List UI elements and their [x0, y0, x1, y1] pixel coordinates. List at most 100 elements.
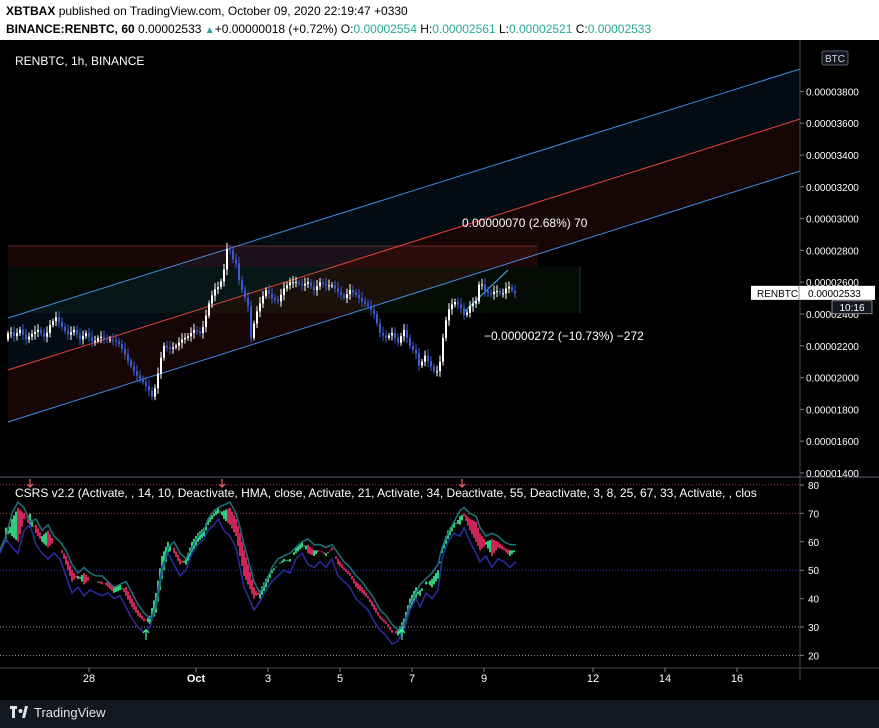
- time-axis[interactable]: 28 Oct 3 5 7 9 12 14 16: [83, 668, 743, 685]
- published-text: published on TradingView.com, October 09…: [58, 4, 408, 18]
- candles: [7, 242, 516, 401]
- candle-body: [205, 315, 207, 328]
- candle-body: [46, 332, 48, 337]
- candle-body: [436, 371, 438, 373]
- candle-body: [472, 303, 474, 307]
- channel-mid-line[interactable]: [7, 118, 800, 371]
- candle-body: [319, 282, 321, 287]
- osc-slow-line[interactable]: [0, 517, 517, 646]
- candle-body: [304, 283, 306, 286]
- open-value: 0.00002554: [353, 22, 417, 36]
- candle-body: [364, 301, 366, 304]
- publisher-name[interactable]: XBTBAX: [6, 4, 56, 18]
- candle-body: [13, 332, 15, 337]
- candle-body: [406, 329, 408, 338]
- chart-area[interactable]: 0.00000070 (2.68%) 70 −0.00000272 (−10.73…: [0, 40, 879, 700]
- price-tick-label: 0.00002000: [806, 374, 859, 385]
- osc-tick-label: 70: [808, 509, 820, 520]
- candle-body: [229, 249, 231, 251]
- candle-body: [322, 282, 324, 284]
- candle-body: [307, 282, 309, 284]
- candle-body: [481, 284, 483, 286]
- candle-body: [103, 336, 105, 339]
- candle-body: [172, 347, 174, 349]
- pane-symbol-label[interactable]: RENBTC, 1h, BINANCE: [15, 54, 144, 68]
- close-label: C:: [575, 22, 588, 36]
- price-tick-label: 0.00002400: [806, 310, 859, 321]
- candle-body: [358, 294, 360, 299]
- candle-body: [118, 341, 120, 345]
- candle-body: [109, 339, 111, 341]
- currency-badge[interactable]: [821, 50, 849, 66]
- candle-body: [352, 290, 354, 293]
- candle-body: [280, 294, 282, 302]
- candle-body: [115, 339, 117, 342]
- candle-body: [247, 297, 249, 307]
- candle-body: [181, 339, 183, 343]
- price-tick-label: 0.00001800: [806, 405, 859, 416]
- candle-body: [154, 388, 156, 397]
- candle-body: [325, 283, 327, 286]
- candle-body: [385, 335, 387, 338]
- last-price-box[interactable]: [751, 285, 875, 300]
- candle-body: [85, 333, 87, 337]
- candle-body: [163, 345, 165, 358]
- candle-body: [496, 290, 498, 292]
- candle-body: [469, 306, 471, 313]
- candle-body: [61, 321, 63, 327]
- candle-body: [499, 290, 501, 294]
- buy-arrow-icon: [142, 628, 150, 640]
- candle-body: [31, 333, 33, 337]
- candle-body: [415, 349, 417, 354]
- price-tick-label: 0.00001400: [806, 469, 859, 480]
- candle-body: [403, 329, 405, 337]
- osc-tick-label: 60: [808, 538, 820, 549]
- candle-body: [151, 390, 153, 397]
- regression-channel: [7, 68, 800, 423]
- candle-body: [397, 337, 399, 343]
- candle-body: [484, 284, 486, 291]
- price-tick-label: 0.00001600: [806, 437, 859, 448]
- candle-body: [289, 282, 291, 286]
- candle-body: [256, 311, 258, 324]
- candle-body: [199, 331, 201, 334]
- price-change: +0.00000018 (+0.72%): [214, 22, 338, 36]
- up-triangle-icon: ▲: [204, 25, 215, 36]
- candle-body: [64, 326, 66, 331]
- sell-arrow-icon: [218, 479, 226, 488]
- candle-body: [313, 286, 315, 291]
- candle-body: [235, 259, 237, 264]
- candle-body: [346, 294, 348, 299]
- candle-body: [277, 299, 279, 302]
- candle-body: [232, 250, 234, 260]
- measure-up-box[interactable]: [8, 246, 538, 267]
- candle-body: [328, 285, 330, 287]
- candle-body: [136, 371, 138, 376]
- candle-body: [445, 320, 447, 338]
- candle-body: [55, 317, 57, 322]
- high-label: H:: [420, 22, 433, 36]
- candle-body: [457, 302, 459, 305]
- candle-body: [169, 347, 171, 349]
- price-axis: 0.00003800 0.00003600 0.00003400 0.00003200…: [751, 50, 875, 480]
- candle-body: [70, 332, 72, 335]
- candle-body: [226, 249, 228, 270]
- time-tick-label: 7: [409, 673, 415, 685]
- candle-body: [202, 327, 204, 334]
- candle-body: [76, 329, 78, 335]
- indicator-title[interactable]: CSRS v2.2 (Activate, , 14, 10, Deactivat…: [15, 486, 757, 500]
- candle-body: [142, 378, 144, 383]
- price-tick-label: 0.00003600: [806, 119, 859, 130]
- candle-body: [427, 355, 429, 362]
- candle-body: [301, 283, 303, 286]
- candle-body: [382, 333, 384, 336]
- channel-upper-line[interactable]: [7, 68, 800, 319]
- osc-fast-line[interactable]: [0, 500, 516, 631]
- last-price: 0.00002533: [138, 22, 202, 36]
- candle-body: [370, 306, 372, 311]
- candle-body: [127, 354, 129, 361]
- brand-name[interactable]: TradingView: [34, 705, 106, 720]
- candle-body: [361, 298, 363, 302]
- price-tick-label: 0.00002600: [806, 278, 859, 289]
- candle-body: [292, 282, 294, 284]
